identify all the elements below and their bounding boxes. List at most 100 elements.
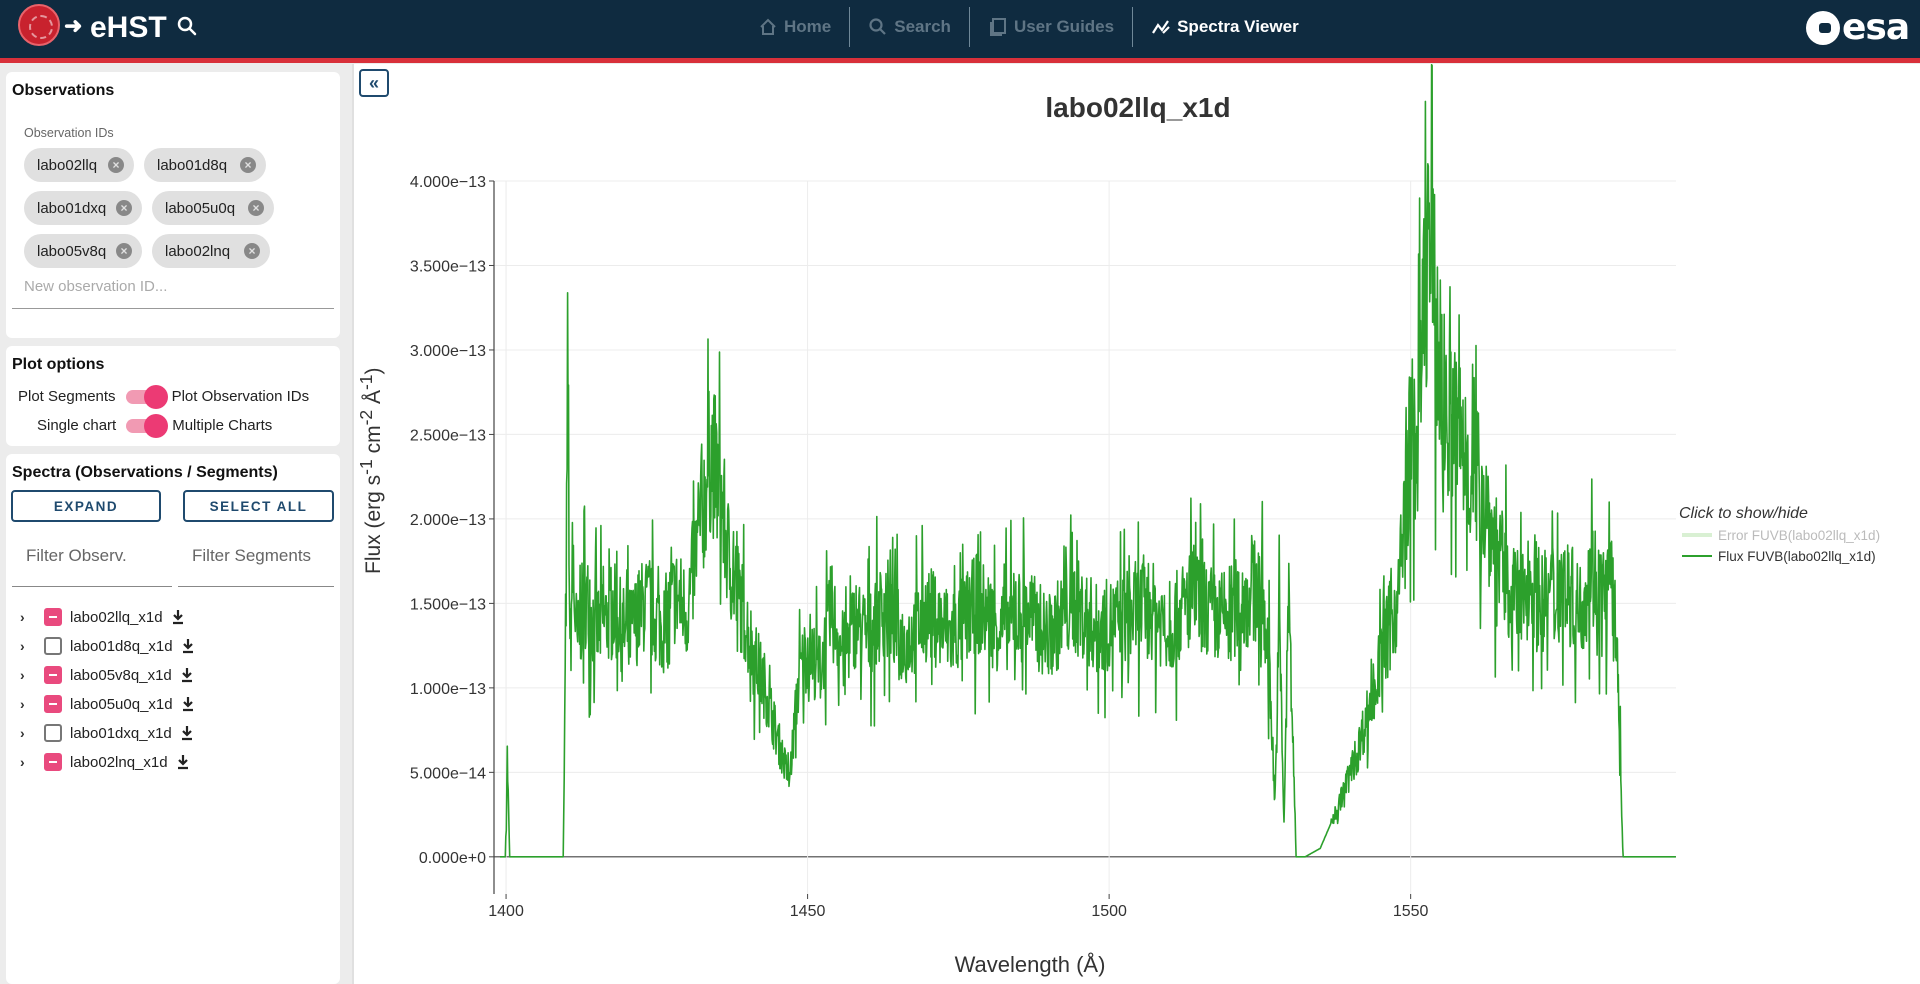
ylabel-text: cm <box>362 425 385 460</box>
chip-label: labo01d8q <box>157 156 228 174</box>
download-icon[interactable] <box>181 696 195 712</box>
spectrum-chart[interactable]: 0.000e+0 5.000e−14 1.000e−13 1.500e−13 2.000… <box>354 64 1920 984</box>
nav-divider <box>849 7 851 47</box>
spectra-tree-item[interactable]: › labo02lnq_x1d <box>20 750 190 774</box>
observation-chip[interactable]: labo01dxq × <box>24 191 142 225</box>
ylabel-sup: -2 <box>356 409 376 426</box>
chevron-right-icon[interactable]: › <box>20 638 25 654</box>
plot-segments-toggle-row: Plot Segments Plot Observation IDs <box>18 384 310 409</box>
ehst-logo-icon[interactable] <box>18 4 60 46</box>
nav-home-label: Home <box>784 17 832 36</box>
chevron-right-icon[interactable]: › <box>20 609 25 625</box>
nav-spectra-viewer[interactable]: Spectra Viewer <box>1133 7 1317 47</box>
toggle-left-label: Plot Segments <box>18 387 116 405</box>
chevron-right-icon[interactable]: › <box>20 754 25 770</box>
header-accent-line <box>0 58 1920 63</box>
legend-item-error[interactable]: Error FUVB(labo02llq_x1d) <box>1682 527 1880 543</box>
spectra-item-label: labo01d8q_x1d <box>70 637 173 655</box>
spectra-item-label: labo05u0q_x1d <box>70 695 173 713</box>
select-all-button[interactable]: SELECT ALL <box>183 490 334 522</box>
new-observation-input[interactable]: New observation ID... <box>24 278 168 295</box>
x-tick-label: 1400 <box>488 903 524 920</box>
observation-chip[interactable]: labo02lnq × <box>152 234 270 268</box>
y-tick-label: 1.000e−13 <box>410 681 486 698</box>
chart-panel: 0.000e+0 5.000e−14 1.000e−13 1.500e−13 2.000… <box>352 64 1920 984</box>
remove-chip-icon[interactable]: × <box>116 200 132 216</box>
plot-options-title: Plot options <box>12 356 105 373</box>
download-icon[interactable] <box>171 609 185 625</box>
checkbox-indeterminate[interactable] <box>44 695 62 713</box>
filter-observations-input[interactable]: Filter Observ. <box>26 546 127 565</box>
esa-logo[interactable]: esa <box>1806 7 1910 48</box>
nav-user-guides-label: User Guides <box>1013 17 1115 36</box>
spectra-tree-item[interactable]: › labo02llq_x1d <box>20 605 185 629</box>
download-icon[interactable] <box>176 754 190 770</box>
legend-swatch <box>1682 555 1712 557</box>
download-icon[interactable] <box>181 638 195 654</box>
chip-label: labo05v8q <box>37 242 107 260</box>
expand-button[interactable]: EXPAND <box>11 490 161 522</box>
spectra-tree-item[interactable]: › labo01dxq_x1d <box>20 721 194 745</box>
arrow-right-icon: ➜ <box>64 13 83 38</box>
y-tick-label: 2.500e−13 <box>410 427 486 444</box>
chip-label: labo05u0q <box>165 199 236 217</box>
x-axis-label: Wavelength (Å) <box>954 952 1106 977</box>
checkbox-indeterminate[interactable] <box>44 666 62 684</box>
download-icon[interactable] <box>180 667 194 683</box>
filter-segments-input[interactable]: Filter Segments <box>192 546 312 565</box>
spectra-item-label: labo01dxq_x1d <box>70 724 172 742</box>
y-tick-label: 4.000e−13 <box>410 174 486 191</box>
nav-user-guides[interactable]: User Guides <box>970 7 1132 47</box>
y-tick-label: 3.000e−13 <box>410 343 486 360</box>
remove-chip-icon[interactable]: × <box>116 243 132 259</box>
chevron-right-icon[interactable]: › <box>20 725 25 741</box>
spectra-tree-item[interactable]: › labo05v8q_x1d <box>20 663 194 687</box>
chip-label: labo01dxq <box>37 199 107 217</box>
remove-chip-icon[interactable]: × <box>244 243 260 259</box>
remove-chip-icon[interactable]: × <box>248 200 264 216</box>
nav-search[interactable]: Search <box>850 7 969 47</box>
y-tick-label: 0.000e+0 <box>419 850 486 867</box>
nav-divider <box>968 7 970 47</box>
observation-chip[interactable]: labo05v8q × <box>24 234 142 268</box>
search-icon <box>869 18 887 35</box>
download-icon[interactable] <box>180 725 194 741</box>
checkbox-indeterminate[interactable] <box>44 608 62 626</box>
plot-mode-toggle[interactable] <box>124 384 168 409</box>
x-tick-label: 1500 <box>1091 903 1127 920</box>
flux-series-line <box>499 64 1677 858</box>
checkbox-indeterminate[interactable] <box>44 753 62 771</box>
nav-search-label: Search <box>894 17 951 36</box>
legend-item-flux[interactable]: Flux FUVB(labo02llq_x1d) <box>1682 548 1876 564</box>
nav-home[interactable]: Home <box>740 7 849 47</box>
y-tick-label: 5.000e−14 <box>410 765 486 782</box>
esa-logo-text: esa <box>1842 7 1910 48</box>
nav-spectra-viewer-label: Spectra Viewer <box>1177 17 1299 36</box>
input-underline <box>12 586 172 587</box>
checkbox-unchecked[interactable] <box>44 724 62 742</box>
search-icon[interactable] <box>176 15 198 37</box>
remove-chip-icon[interactable]: × <box>108 157 124 173</box>
remove-chip-icon[interactable]: × <box>240 157 256 173</box>
chart-title: labo02llq_x1d <box>1045 92 1231 123</box>
collapse-sidebar-button[interactable]: « <box>359 69 389 97</box>
legend-label: Flux FUVB(labo02llq_x1d) <box>1718 548 1876 564</box>
spectra-title: Spectra (Observations / Segments) <box>12 464 278 481</box>
observations-panel: Observations Observation IDs labo02llq ×… <box>6 72 340 338</box>
chart-layout-toggle[interactable] <box>124 413 169 438</box>
chevron-right-icon[interactable]: › <box>20 696 25 712</box>
spectra-tree-item[interactable]: › labo05u0q_x1d <box>20 692 195 716</box>
spectra-tree-item[interactable]: › labo01d8q_x1d <box>20 634 195 658</box>
observation-chip[interactable]: labo01d8q × <box>144 148 266 182</box>
y-tick-label: 3.500e−13 <box>410 258 486 275</box>
nav-divider <box>1132 7 1134 47</box>
observation-chip[interactable]: labo05u0q × <box>152 191 274 225</box>
legend-label: Error FUVB(labo02llq_x1d) <box>1718 527 1881 543</box>
checkbox-unchecked[interactable] <box>44 637 62 655</box>
observation-chip[interactable]: labo02llq × <box>24 148 134 182</box>
chevron-right-icon[interactable]: › <box>20 667 25 683</box>
ylabel-sup: -1 <box>356 459 376 475</box>
app-title[interactable]: eHST <box>90 11 167 44</box>
toggle-thumb <box>144 414 169 438</box>
toggle-right-label: Plot Observation IDs <box>171 387 310 405</box>
